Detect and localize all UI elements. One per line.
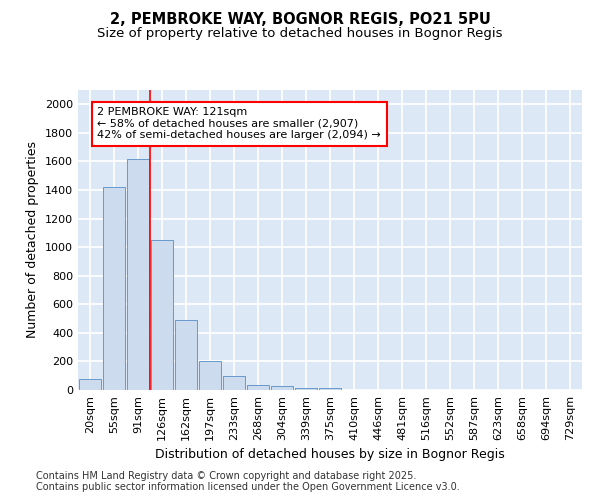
- Bar: [247, 385, 269, 390]
- Bar: [199, 362, 221, 390]
- Text: 2 PEMBROKE WAY: 121sqm
← 58% of detached houses are smaller (2,907)
42% of semi-: 2 PEMBROKE WAY: 121sqm ← 58% of detached…: [97, 107, 381, 140]
- Bar: [319, 388, 341, 390]
- Bar: [295, 388, 317, 390]
- Bar: [223, 376, 245, 390]
- Bar: [271, 386, 293, 390]
- Bar: [127, 158, 149, 390]
- Bar: [103, 187, 125, 390]
- Text: Contains HM Land Registry data © Crown copyright and database right 2025.
Contai: Contains HM Land Registry data © Crown c…: [36, 471, 460, 492]
- Bar: [79, 378, 101, 390]
- Text: 2, PEMBROKE WAY, BOGNOR REGIS, PO21 5PU: 2, PEMBROKE WAY, BOGNOR REGIS, PO21 5PU: [110, 12, 490, 28]
- X-axis label: Distribution of detached houses by size in Bognor Regis: Distribution of detached houses by size …: [155, 448, 505, 462]
- Text: Size of property relative to detached houses in Bognor Regis: Size of property relative to detached ho…: [97, 28, 503, 40]
- Y-axis label: Number of detached properties: Number of detached properties: [26, 142, 40, 338]
- Bar: [175, 320, 197, 390]
- Bar: [151, 240, 173, 390]
